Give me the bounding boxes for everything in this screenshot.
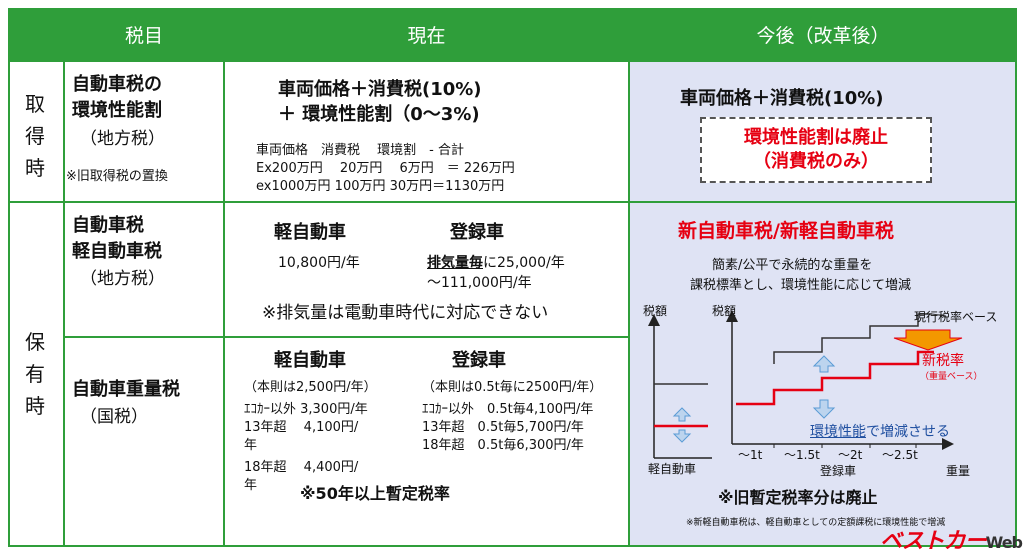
future-desc-line2: 課税標準とし、環境性能に応じて増減 <box>690 278 912 293</box>
grid-line <box>8 8 10 547</box>
auto-reg-rate-line2: ～111,000円/年 <box>427 275 532 291</box>
auto-reg-title: 登録車 <box>450 222 504 243</box>
auto-tax-name-line1: 自動車税 <box>72 215 144 236</box>
future-abolish-note: ※旧暫定税率分は廃止 <box>718 488 878 507</box>
watermark-sub: Web <box>985 533 1023 552</box>
weight-footnote: ※50年以上暫定税率 <box>300 484 450 503</box>
tick-label-2: ～1.5t <box>784 448 820 462</box>
watermark-logo: ベストカーWeb <box>880 523 1023 555</box>
grid-line <box>8 60 1017 62</box>
future-footnote: ※新軽自動車税は、軽自動車としての定額課税に環境性能で増減 <box>686 518 946 528</box>
small-down-arrow <box>672 429 692 443</box>
calc-row-2: ex1000万円 100万円 30万円＝1130万円 <box>256 179 505 194</box>
small-chart-xlabel: 軽自動車 <box>648 462 697 476</box>
tax-name-line1: 自動車税の <box>72 74 162 95</box>
weight-reg-base: （本則は0.5t毎に2500円/年） <box>422 380 603 395</box>
env-label: 環境性能で増減させる <box>810 421 950 441</box>
calc-header: 車両価格 消費税 環境割 - 合計 <box>256 143 464 158</box>
current-formula-line1: 車両価格＋消費税(10%) <box>278 79 482 100</box>
grid-line <box>63 8 65 547</box>
auto-reg-rate-rest: に25,000/年 <box>483 255 565 271</box>
rate-change-arrow <box>893 329 963 351</box>
tick-label-1: ～1t <box>738 448 763 462</box>
big-up-arrow <box>812 355 836 373</box>
small-chart-ylabel: 税額 <box>643 304 668 318</box>
auto-kei-rate: 10,800円/年 <box>278 255 360 271</box>
header-corner <box>8 8 64 60</box>
weight-kei-line5: 年 <box>244 478 258 493</box>
grid-line <box>64 336 629 338</box>
tick-label-3: ～2t <box>838 448 863 462</box>
grid-line <box>1015 8 1017 547</box>
weight-tax-name: 自動車重量税 <box>72 379 180 400</box>
weight-reg-line3: 18年超 0.5t毎6,300円/年 <box>422 438 584 453</box>
tax-note: ※旧取得税の置換 <box>66 169 168 184</box>
row-label-ownership: 保 有 時 <box>25 330 45 418</box>
abolish-box: 環境性能割は廃止 （消費税のみ） <box>700 117 932 183</box>
header-tax-item: 税目 <box>64 8 224 60</box>
grid-line <box>628 8 630 547</box>
tax-type: （地方税） <box>80 129 165 149</box>
future-new-tax-title: 新自動車税/新軽自動車税 <box>678 220 894 242</box>
env-label-emph: 環境性能 <box>810 424 866 440</box>
env-label-rest: で増減させる <box>866 424 950 440</box>
new-rate-step <box>736 350 934 406</box>
callout-line <box>931 313 947 317</box>
big-chart-xlabel: 登録車 <box>820 464 857 478</box>
auto-reg-rate: 排気量毎に25,000/年 <box>427 252 565 272</box>
future-formula: 車両価格＋消費税(10%) <box>680 88 884 109</box>
big-chart-ylabel: 税額 <box>712 304 737 318</box>
auto-tax-note: ※排気量は電動車時代に対応できない <box>262 303 549 323</box>
grid-line <box>223 8 225 547</box>
small-up-arrow <box>672 407 692 422</box>
weight-kei-base: （本則は2,500円/年） <box>244 380 377 395</box>
weight-kei-line2: 13年超 4,100円/ <box>244 420 359 435</box>
new-rate-label: 新税率 <box>922 353 964 369</box>
tick-label-4: ～2.5t <box>882 448 918 462</box>
new-rate-sub: （重量ベース） <box>920 372 983 382</box>
big-chart-xlabel-right: 重量 <box>946 464 971 478</box>
weight-kei-line3: 年 <box>244 438 258 453</box>
current-base-label: 現行税率ベース <box>914 310 998 324</box>
weight-kei-line4: 18年超 4,400円/ <box>244 460 359 475</box>
auto-tax-name-line2: 軽自動車税 <box>72 241 162 262</box>
tax-diagram <box>648 310 963 459</box>
header-future: 今後（改革後） <box>629 8 1017 60</box>
abolish-line1: 環境性能割は廃止 <box>744 127 888 148</box>
weight-reg-title: 登録車 <box>452 350 506 371</box>
weight-tax-type: （国税） <box>80 407 148 427</box>
weight-reg-line1: ｴｺｶｰ以外 0.5t毎4,100円/年 <box>422 402 594 417</box>
watermark-main: ベストカー <box>880 529 986 554</box>
tax-name-line2: 環境性能割 <box>72 100 162 121</box>
auto-tax-type: （地方税） <box>80 269 165 289</box>
grid-line <box>8 545 1017 547</box>
current-formula-line2: ＋ 環境性能割（0～3%) <box>278 104 480 125</box>
current-rate-step <box>773 313 932 364</box>
weight-kei-line1: ｴｺｶｰ以外 3,300円/年 <box>244 402 368 417</box>
future-desc-line1: 簡素/公平で永続的な重量を <box>712 258 873 273</box>
auto-reg-rate-emph: 排気量毎 <box>427 255 483 271</box>
weight-reg-line2: 13年超 0.5t毎5,700円/年 <box>422 420 584 435</box>
row-label-acquisition: 取 得 時 <box>25 92 45 180</box>
header-current: 現在 <box>224 8 629 60</box>
weight-kei-title: 軽自動車 <box>274 350 346 371</box>
grid-line <box>8 201 1017 203</box>
calc-row-1: Ex200万円 20万円 6万円 ＝ 226万円 <box>256 161 515 176</box>
auto-kei-title: 軽自動車 <box>274 222 346 243</box>
big-down-arrow <box>812 399 836 419</box>
abolish-line2: （消費税のみ） <box>753 151 879 172</box>
